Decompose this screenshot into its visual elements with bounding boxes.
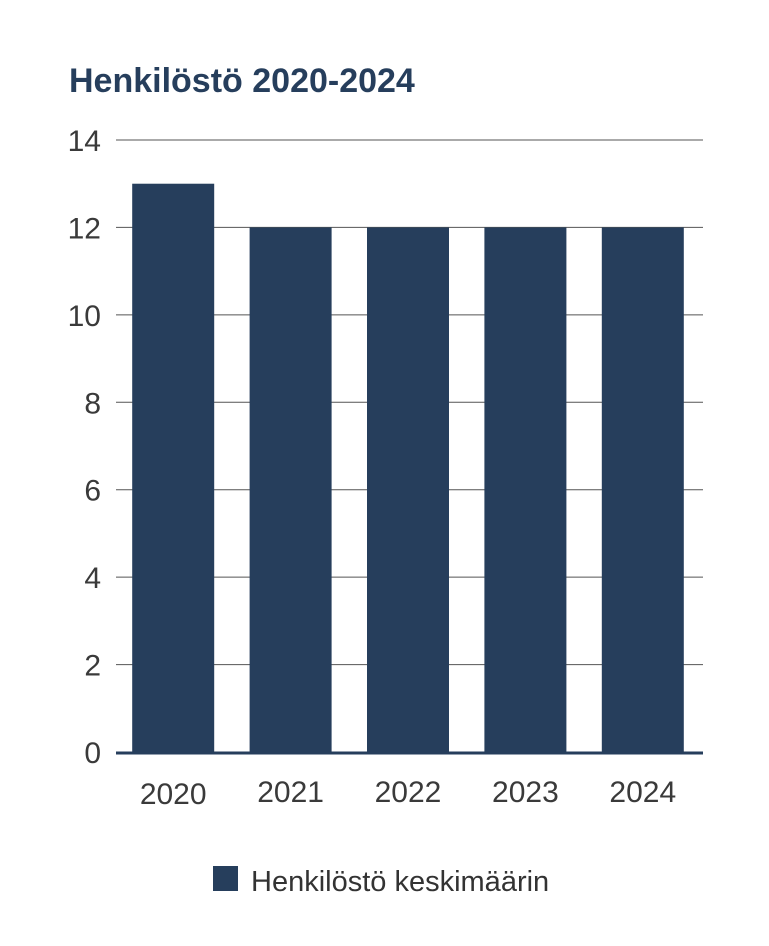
bar-2024: [601, 227, 684, 752]
chart-title: Henkilöstö 2020-2024: [69, 62, 415, 100]
x-tick-label: 2024: [609, 776, 676, 809]
y-tick-label: 14: [68, 125, 101, 158]
y-tick-label: 0: [84, 737, 101, 770]
y-axis-ticks: 0 2 4 6 8 10 12 14: [68, 125, 101, 770]
legend-label: Henkilöstö keskimäärin: [251, 866, 549, 898]
x-axis-ticks: 2020 2021 2022 2023 2024: [140, 776, 676, 811]
y-tick-label: 2: [84, 650, 101, 683]
bar-2023: [484, 227, 567, 752]
y-tick-label: 6: [84, 475, 101, 508]
x-tick-label: 2020: [140, 778, 207, 811]
y-tick-label: 8: [84, 387, 101, 420]
bar-2021: [249, 227, 332, 752]
bar-2022: [367, 227, 449, 752]
legend-swatch: [213, 866, 238, 891]
legend: Henkilöstö keskimäärin: [213, 866, 549, 898]
x-tick-label: 2022: [375, 776, 442, 809]
x-tick-label: 2023: [492, 776, 559, 809]
y-tick-label: 12: [68, 212, 101, 245]
bars: [132, 183, 684, 752]
bar-2020: [132, 183, 215, 752]
x-tick-label: 2021: [257, 776, 324, 809]
y-tick-label: 10: [68, 300, 101, 333]
y-tick-label: 4: [84, 562, 101, 595]
